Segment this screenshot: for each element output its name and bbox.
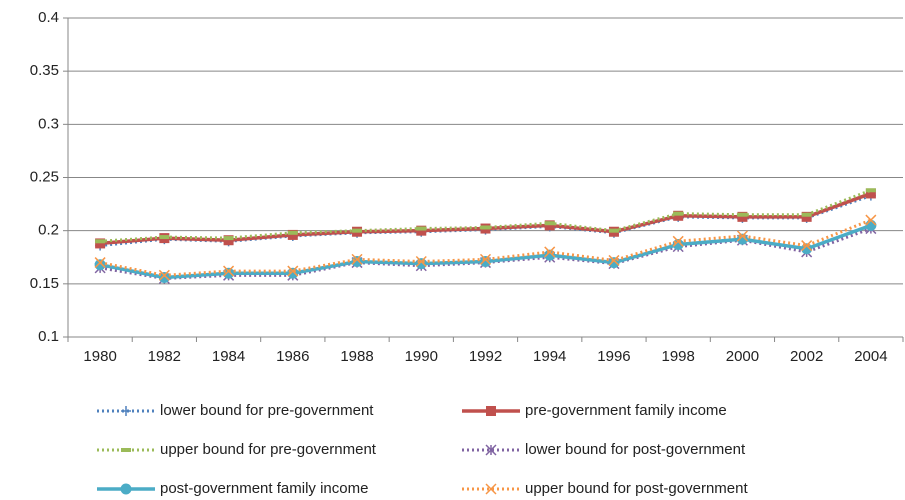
point-marker	[158, 271, 170, 283]
point-marker	[486, 406, 496, 416]
point-marker	[485, 444, 497, 456]
x-tick-label: 2000	[726, 348, 759, 365]
legend-label: lower bound for post-government	[525, 441, 746, 458]
marker-shape	[223, 267, 235, 279]
marker-shape	[287, 229, 298, 240]
point-marker	[544, 220, 555, 231]
point-marker	[158, 269, 170, 281]
point-marker	[865, 219, 877, 231]
marker-shape	[737, 211, 748, 222]
marker-shape	[486, 406, 496, 416]
point-marker	[415, 255, 427, 268]
point-marker	[544, 246, 556, 258]
marker-shape	[95, 238, 106, 249]
x-tick-label: 1982	[148, 348, 181, 365]
series-line	[99, 227, 872, 281]
marker-stroke	[608, 254, 620, 266]
series-line	[99, 191, 872, 246]
y-tick-label: 0.4	[38, 9, 59, 26]
x-tick-label: 1988	[340, 348, 373, 365]
point-marker	[737, 211, 748, 222]
x-tick-label: 1998	[662, 348, 695, 365]
marker-shape	[94, 259, 106, 271]
legend-label: upper bound for post-government	[525, 480, 748, 497]
x-tick-label: 1984	[212, 348, 245, 365]
point-marker	[865, 188, 876, 199]
legend-label: upper bound for pre-government	[160, 441, 377, 458]
marker-stroke	[865, 214, 877, 226]
x-tick-label: 1990	[405, 348, 438, 365]
marker-shape	[544, 220, 555, 231]
point-marker	[416, 225, 427, 236]
point-marker	[736, 230, 748, 242]
point-marker	[223, 265, 235, 277]
point-marker	[865, 214, 877, 226]
point-marker	[673, 210, 684, 221]
point-marker	[287, 265, 299, 277]
marker-shape	[415, 258, 427, 270]
marker-shape	[120, 483, 132, 495]
point-marker	[485, 483, 497, 495]
point-marker	[801, 211, 812, 222]
y-tick-label: 0.2	[38, 222, 59, 239]
x-tick-label: 1994	[533, 348, 566, 365]
point-marker	[287, 267, 299, 279]
marker-stroke	[351, 253, 363, 265]
marker-stroke	[485, 483, 497, 495]
marker-stroke	[223, 265, 235, 277]
y-tick-label: 0.25	[30, 168, 59, 185]
point-marker	[479, 253, 492, 265]
marker-stroke	[801, 240, 813, 252]
marker-shape	[158, 271, 170, 283]
x-tick-label: 1980	[83, 348, 116, 365]
y-tick-label: 0.3	[38, 115, 59, 132]
point-marker	[120, 483, 132, 495]
y-tick-label: 0.15	[30, 275, 59, 292]
marker-stroke	[544, 246, 556, 258]
y-tick-label: 0.1	[38, 328, 59, 345]
x-tick-label: 1986	[276, 348, 309, 365]
point-marker	[94, 257, 106, 269]
x-tick-label: 2002	[790, 348, 823, 365]
legend-label: pre-government family income	[525, 402, 727, 419]
marker-stroke	[415, 255, 427, 268]
marker-shape	[801, 211, 812, 222]
marker-stroke	[158, 269, 170, 281]
point-marker	[672, 235, 684, 247]
y-tick-label: 0.35	[30, 62, 59, 79]
marker-shape	[673, 210, 684, 221]
marker-stroke	[736, 230, 748, 242]
marker-shape	[223, 235, 234, 246]
point-marker	[801, 240, 813, 252]
marker-shape	[287, 267, 299, 279]
point-marker	[223, 267, 235, 279]
marker-stroke	[479, 253, 492, 265]
point-marker	[287, 229, 298, 240]
point-marker	[351, 253, 363, 265]
legend-label: post-government family income	[160, 480, 368, 497]
point-marker	[415, 258, 427, 270]
point-marker	[94, 259, 106, 271]
marker-stroke	[287, 265, 299, 277]
x-tick-label: 2004	[854, 348, 887, 365]
marker-shape	[865, 219, 877, 231]
point-marker	[608, 254, 620, 266]
marker-stroke	[94, 257, 106, 269]
marker-shape	[416, 225, 427, 236]
x-tick-label: 1996	[597, 348, 630, 365]
point-marker	[95, 238, 106, 249]
marker-stroke	[672, 235, 684, 247]
marker-shape	[865, 188, 876, 199]
point-marker	[223, 235, 234, 246]
x-tick-label: 1992	[469, 348, 502, 365]
point-marker	[121, 406, 131, 416]
legend-label: lower bound for pre-government	[160, 402, 374, 419]
